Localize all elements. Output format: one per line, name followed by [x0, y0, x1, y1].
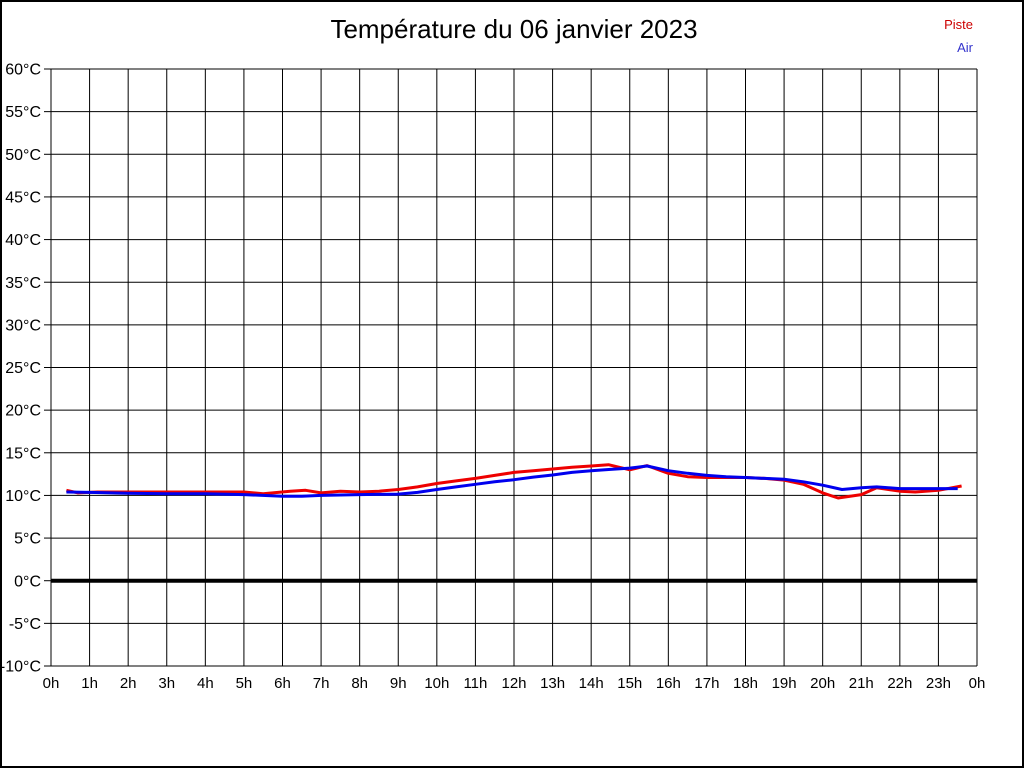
chart-title: Température du 06 janvier 2023	[330, 14, 698, 44]
y-tick-label: 30°C	[5, 317, 41, 334]
y-tick-label: 20°C	[5, 403, 41, 420]
x-tick-label: 1h	[81, 675, 98, 692]
x-tick-label: 23h	[926, 675, 951, 692]
legend-item-air: Air	[957, 39, 973, 55]
x-tick-label: 3h	[158, 675, 175, 692]
x-tick-label: 16h	[656, 675, 681, 692]
y-tick-label: 40°C	[5, 232, 41, 249]
x-tick-label: 22h	[887, 675, 912, 692]
y-tick-label: 10°C	[5, 488, 41, 505]
y-tick-label: 15°C	[5, 445, 41, 462]
legend-item-piste: Piste	[944, 17, 973, 32]
x-tick-label: 19h	[772, 675, 797, 692]
x-tick-label: 15h	[617, 675, 642, 692]
x-tick-label: 11h	[463, 675, 487, 692]
x-tick-label: 7h	[313, 675, 330, 692]
x-tick-label: 0h	[43, 675, 60, 692]
y-tick-label: 25°C	[5, 360, 41, 377]
x-tick-label: 5h	[236, 675, 253, 692]
y-tick-label: 55°C	[5, 104, 41, 121]
x-tick-label: 6h	[274, 675, 291, 692]
legend: Piste Air	[944, 14, 973, 60]
x-tick-label: 2h	[120, 675, 137, 692]
y-tick-label: 60°C	[5, 62, 41, 79]
series-line-piste	[66, 463, 962, 500]
y-tick-label: 45°C	[5, 190, 41, 207]
y-tick-label: 35°C	[5, 275, 41, 292]
x-tick-label: 12h	[501, 675, 526, 692]
x-tick-label: 4h	[197, 675, 214, 692]
x-tick-label: 20h	[810, 675, 835, 692]
x-tick-label: 8h	[351, 675, 368, 692]
x-tick-label: 17h	[694, 675, 719, 692]
y-tick-label: 50°C	[5, 147, 41, 164]
y-tick-label: 5°C	[14, 531, 41, 548]
x-tick-label: 9h	[390, 675, 407, 692]
x-tick-label: 18h	[733, 675, 758, 692]
y-tick-label: -5°C	[9, 616, 41, 633]
x-tick-label: 14h	[579, 675, 604, 692]
x-tick-label: 21h	[849, 675, 874, 692]
x-tick-label: 10h	[424, 675, 449, 692]
series-line-air	[66, 464, 958, 498]
y-tick-label: 0°C	[14, 573, 41, 590]
y-tick-label: -10°C	[2, 659, 41, 676]
x-tick-label: 0h	[969, 675, 986, 692]
x-tick-label: 13h	[540, 675, 565, 692]
